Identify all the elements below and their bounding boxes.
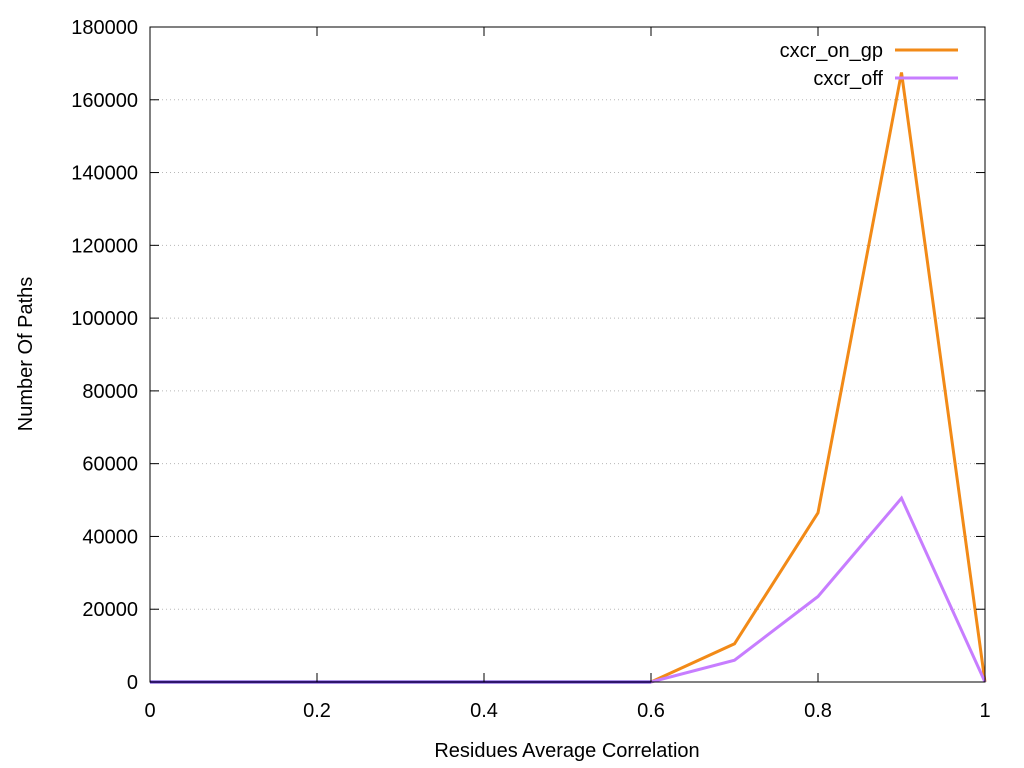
legend-label-cxcr_off: cxcr_off xyxy=(813,68,883,90)
x-tick-label: 0.6 xyxy=(637,700,665,722)
y-tick-label: 40000 xyxy=(82,526,138,548)
y-tick-label: 80000 xyxy=(82,381,138,403)
x-tick-label: 0.4 xyxy=(470,700,498,722)
y-tick-label: 60000 xyxy=(82,454,138,476)
gridlines xyxy=(150,99,985,610)
plot-frame xyxy=(149,26,986,683)
x-axis-label: Residues Average Correlation xyxy=(434,740,699,762)
legend: cxcr_on_gp cxcr_off xyxy=(780,40,958,90)
series-line-cxcr_on_gp xyxy=(150,72,987,684)
y-tick-label: 140000 xyxy=(71,163,138,185)
y-tick-label: 0 xyxy=(127,672,138,694)
y-axis-label: Number Of Paths xyxy=(15,277,37,432)
plot-border xyxy=(149,26,986,683)
x-tick-label: 0.8 xyxy=(804,700,832,722)
legend-label-cxcr_on_gp: cxcr_on_gp xyxy=(780,40,883,62)
y-tick-label: 120000 xyxy=(71,235,138,257)
series-line-cxcr_off xyxy=(150,495,987,684)
x-axis-ticks: 0 0.2 0.4 0.6 0.8 1 xyxy=(144,27,991,722)
y-tick-label: 160000 xyxy=(71,90,138,112)
x-tick-label: 1 xyxy=(979,700,990,722)
y-tick-label: 100000 xyxy=(71,308,138,330)
y-axis-ticks: 0 20000 40000 60000 80000 100000 120000 140000 1… xyxy=(71,17,985,694)
x-tick-label: 0 xyxy=(144,700,155,722)
y-tick-label: 20000 xyxy=(82,599,138,621)
series-lines xyxy=(149,72,987,684)
y-tick-label: 180000 xyxy=(71,17,138,39)
x-tick-label: 0.2 xyxy=(303,700,331,722)
